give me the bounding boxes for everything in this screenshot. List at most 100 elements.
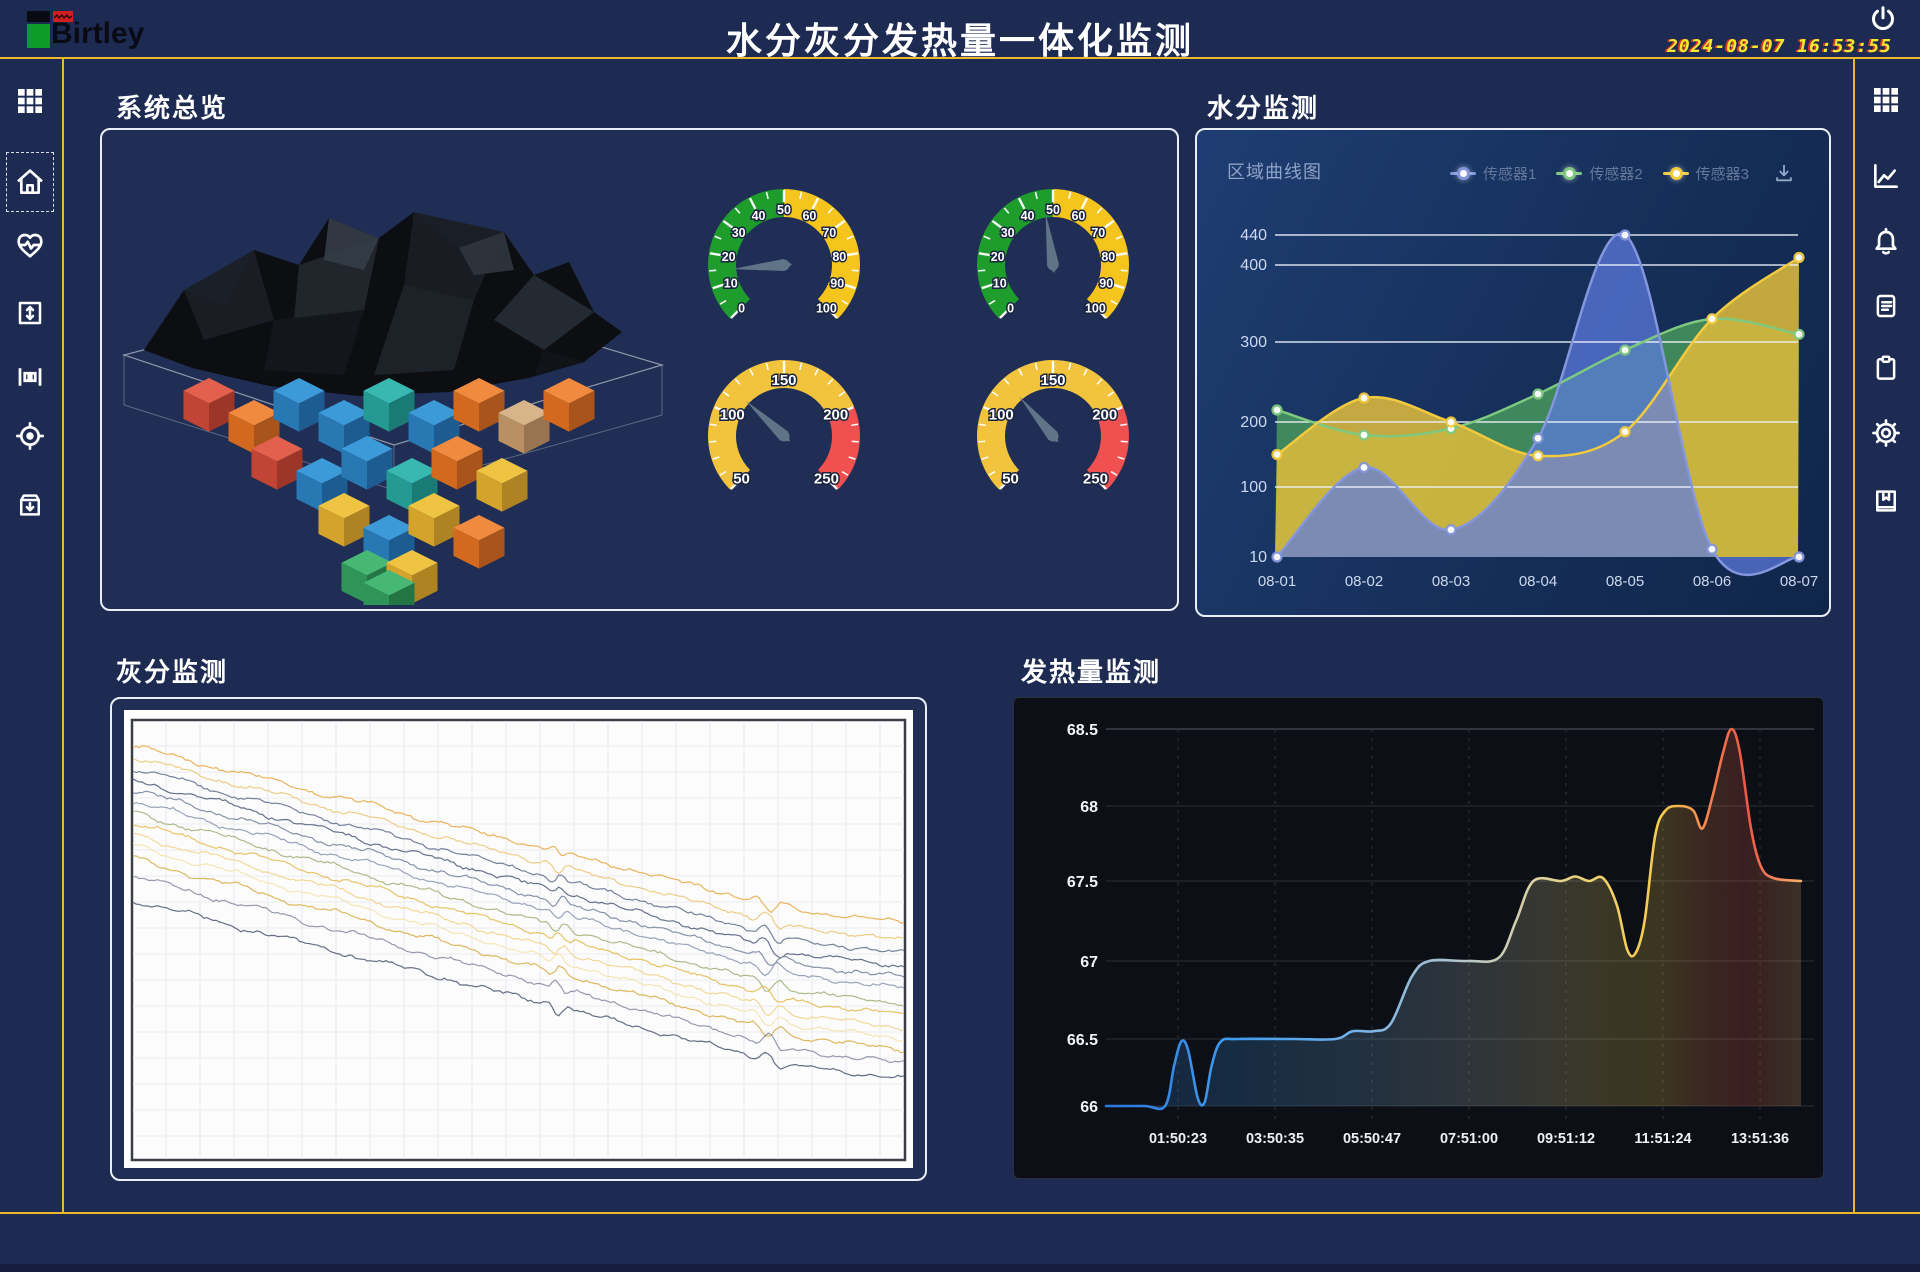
line-chart-icon xyxy=(1870,160,1902,192)
svg-text:150: 150 xyxy=(771,372,796,389)
bell-icon xyxy=(1870,226,1902,258)
ash-chart-svg xyxy=(124,710,913,1168)
svg-text:07:51:00: 07:51:00 xyxy=(1440,1131,1498,1147)
clipboard-icon xyxy=(1871,353,1901,383)
sidebar-item-bell[interactable] xyxy=(1864,220,1908,264)
sidebar-item-book[interactable] xyxy=(1864,479,1908,523)
gauge-bottom-right: 50 100 150 200 250 xyxy=(977,360,1129,490)
svg-text:67: 67 xyxy=(1080,954,1098,971)
svg-text:80: 80 xyxy=(832,250,846,264)
svg-text:03:50:35: 03:50:35 xyxy=(1246,1131,1304,1147)
gear-icon xyxy=(1870,417,1902,449)
svg-text:70: 70 xyxy=(822,226,836,240)
sidebar-item-ruler[interactable] xyxy=(8,355,52,399)
svg-text:250: 250 xyxy=(814,470,839,487)
svg-text:50: 50 xyxy=(1002,470,1019,487)
datetime-display: 2024-08-07 16:53:55 xyxy=(1667,36,1892,57)
legend-item-sensor3[interactable]: 传感器3 xyxy=(1662,163,1749,184)
frame-line-left xyxy=(62,57,64,1213)
svg-text:13:51:36: 13:51:36 xyxy=(1731,1131,1789,1147)
svg-text:50: 50 xyxy=(777,203,791,217)
svg-text:05:50:47: 05:50:47 xyxy=(1343,1131,1401,1147)
svg-text:200: 200 xyxy=(823,407,848,424)
sidebar-item-grid[interactable] xyxy=(8,79,52,123)
sidebar-item-target[interactable] xyxy=(8,414,52,458)
svg-text:60: 60 xyxy=(802,209,816,223)
svg-text:08-04: 08-04 xyxy=(1519,573,1557,590)
sidebar-item-document[interactable] xyxy=(1864,284,1908,328)
frame-line-bottom xyxy=(0,1212,1920,1214)
svg-text:08-06: 08-06 xyxy=(1693,573,1731,590)
sidebar-item-expand-vertical[interactable] xyxy=(8,291,52,335)
svg-text:08-03: 08-03 xyxy=(1432,573,1470,590)
ash-section-title: 灰分监测 xyxy=(116,657,229,687)
sidebar-item-archive[interactable] xyxy=(8,483,52,527)
sidebar-item-home[interactable] xyxy=(6,152,54,212)
svg-text:100: 100 xyxy=(816,301,837,315)
svg-text:10: 10 xyxy=(993,276,1007,290)
sidebar-item-heartbeat[interactable] xyxy=(8,223,52,267)
svg-text:90: 90 xyxy=(1099,276,1113,290)
svg-text:300: 300 xyxy=(1240,334,1267,351)
svg-text:68: 68 xyxy=(1080,799,1098,816)
svg-text:30: 30 xyxy=(732,226,746,240)
moisture-panel: 10 100 200 300 400 440 08-01 08-02 08-03 08-04 08-… xyxy=(1195,128,1831,617)
svg-text:08-07: 08-07 xyxy=(1780,573,1818,590)
legend-label: 传感器2 xyxy=(1589,165,1643,183)
calorific-panel: 66 66.5 67 67.5 68 68.5 01:50:23 03:50:35 05:50:… xyxy=(1013,697,1824,1179)
svg-text:68.5: 68.5 xyxy=(1067,722,1098,739)
gauge-bottom-left: 50 100 150 200 250 xyxy=(708,360,860,490)
moisture-chart-label: 区域曲线图 xyxy=(1227,162,1322,182)
svg-text:400: 400 xyxy=(1240,257,1267,274)
svg-text:11:51:24: 11:51:24 xyxy=(1634,1131,1691,1147)
download-icon[interactable] xyxy=(1773,162,1795,184)
svg-text:60: 60 xyxy=(1071,209,1085,223)
logo-text: Birtley xyxy=(51,17,145,50)
svg-text:50: 50 xyxy=(1046,203,1060,217)
moisture-section-title: 水分监测 xyxy=(1207,93,1320,123)
overview-panel: 0 10 20 30 40 50 60 70 80 90 100 0 10 20 30 40 50 60 70 80… xyxy=(100,128,1179,611)
svg-text:0: 0 xyxy=(1007,301,1014,315)
legend-item-sensor2[interactable]: 传感器2 xyxy=(1556,163,1643,184)
svg-text:100: 100 xyxy=(989,407,1014,424)
svg-text:20: 20 xyxy=(991,250,1005,264)
ruler-icon xyxy=(15,362,45,392)
svg-text:10: 10 xyxy=(724,276,738,290)
legend-label: 传感器1 xyxy=(1482,165,1537,183)
svg-text:100: 100 xyxy=(1240,479,1267,496)
logo-red-block xyxy=(53,11,73,22)
svg-text:100: 100 xyxy=(720,407,745,424)
book-icon xyxy=(1871,486,1901,516)
power-icon[interactable] xyxy=(1868,4,1898,34)
legend-item-sensor1[interactable]: 传感器1 xyxy=(1449,163,1537,184)
sidebar-item-gear[interactable] xyxy=(1864,411,1908,455)
sidebar-item-grid[interactable] xyxy=(1864,78,1908,122)
svg-text:08-01: 08-01 xyxy=(1258,573,1296,590)
svg-text:66.5: 66.5 xyxy=(1067,1032,1098,1049)
legend-label: 传感器3 xyxy=(1695,165,1749,183)
svg-text:09:51:12: 09:51:12 xyxy=(1537,1131,1595,1147)
sidebar-item-line-chart[interactable] xyxy=(1864,154,1908,198)
svg-text:10: 10 xyxy=(1249,549,1267,566)
sidebar-item-clipboard[interactable] xyxy=(1864,346,1908,390)
svg-text:200: 200 xyxy=(1240,414,1267,431)
archive-icon xyxy=(15,490,45,520)
moisture-chart-svg: 10 100 200 300 400 440 08-01 08-02 08-03 08-04 08-… xyxy=(1240,227,1818,590)
svg-text:90: 90 xyxy=(830,276,844,290)
grid-icon xyxy=(1870,84,1902,116)
coal-3d-visualization xyxy=(121,212,665,605)
svg-text:440: 440 xyxy=(1240,227,1267,244)
footer-strip xyxy=(0,1264,1920,1272)
svg-text:67.5: 67.5 xyxy=(1067,874,1098,891)
svg-text:30: 30 xyxy=(1001,226,1015,240)
logo-green-block xyxy=(27,24,50,48)
calorific-section-title: 发热量监测 xyxy=(1021,657,1162,687)
svg-text:0: 0 xyxy=(738,301,745,315)
svg-text:66: 66 xyxy=(1080,1099,1098,1116)
svg-text:200: 200 xyxy=(1092,407,1117,424)
svg-text:100: 100 xyxy=(1085,301,1106,315)
svg-text:70: 70 xyxy=(1091,226,1105,240)
target-icon xyxy=(14,420,46,452)
heartbeat-icon xyxy=(14,229,46,261)
